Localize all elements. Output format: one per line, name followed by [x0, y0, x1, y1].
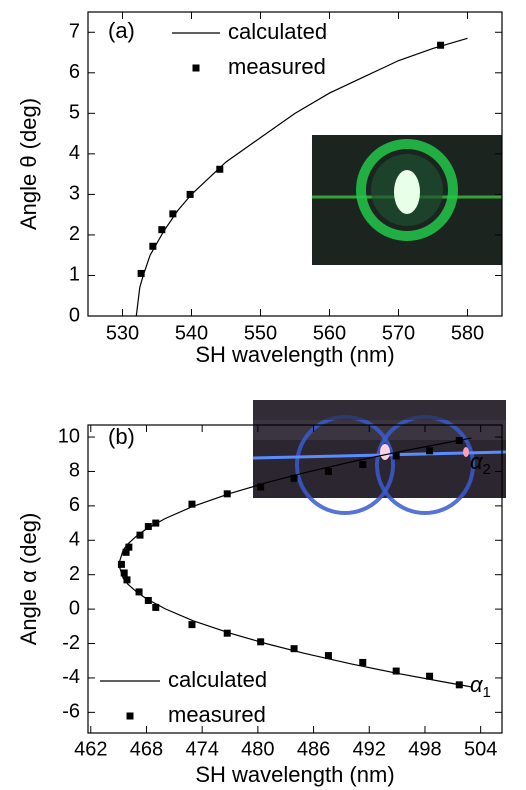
measured-point [455, 436, 463, 444]
y-axis-title: Angle θ (deg) [16, 98, 41, 230]
x-tick-label: 474 [185, 738, 218, 760]
plot-frame [87, 11, 503, 317]
measured-point [135, 588, 143, 596]
measured-point [188, 621, 196, 629]
legend-marker [192, 64, 200, 72]
legend-label: measured [168, 702, 266, 727]
x-tick-label: 504 [464, 738, 497, 760]
measured-point [290, 645, 298, 653]
curve-label-symbol: α [470, 449, 484, 474]
y-tick-label: 6 [69, 61, 80, 83]
measured-point [152, 519, 160, 527]
legend-label: calculated [168, 667, 267, 692]
measured-point [137, 269, 145, 277]
x-axis-title: SH wavelength (nm) [195, 342, 394, 367]
measured-point [392, 667, 400, 675]
x-tick-label: 498 [408, 738, 441, 760]
measured-point [136, 531, 144, 539]
measured-point [290, 474, 298, 482]
y-tick-label: -4 [62, 666, 80, 688]
measured-point [123, 576, 131, 584]
measured-point [125, 543, 133, 551]
panel-label: (a) [108, 18, 135, 43]
measured-point [122, 548, 130, 556]
plot-frame [87, 424, 503, 734]
x-tick-label: 530 [106, 322, 139, 344]
x-tick-label: 560 [313, 322, 346, 344]
curve-label-symbol: α [470, 672, 484, 697]
measured-point [120, 569, 128, 577]
x-tick-label: 468 [130, 738, 163, 760]
y-tick-label: 0 [69, 304, 80, 326]
curve-label: α1 [470, 672, 491, 701]
legend-marker [126, 712, 134, 720]
measured-point [359, 658, 367, 666]
measured-point [426, 672, 434, 680]
measured-point [257, 638, 265, 646]
x-axis-title: SH wavelength (nm) [195, 762, 394, 787]
inset-photo-a [312, 135, 502, 265]
legend-label: calculated [228, 19, 327, 44]
measured-point [149, 242, 157, 250]
y-tick-label: 6 [69, 494, 80, 516]
measured-point [158, 226, 166, 234]
y-tick-label: 4 [69, 142, 80, 164]
calculated-curve [135, 37, 468, 316]
curve-label-sub: 2 [483, 461, 491, 478]
measured-point [169, 210, 177, 218]
y-tick-label: 5 [69, 102, 80, 124]
measured-point [144, 597, 152, 605]
y-tick-label: 8 [69, 460, 80, 482]
measured-point [223, 490, 231, 498]
x-tick-label: 462 [74, 738, 107, 760]
measured-point [324, 467, 332, 475]
y-tick-label: 2 [69, 223, 80, 245]
x-tick-label: 580 [451, 322, 484, 344]
measured-point [455, 681, 463, 689]
measured-point [186, 190, 194, 198]
measured-point [359, 461, 367, 469]
curve-label-sub: 1 [483, 684, 491, 701]
calculated-curve [118, 437, 472, 688]
measured-point [117, 560, 125, 568]
panel-label: (b) [108, 424, 135, 449]
y-tick-label: 4 [69, 529, 80, 551]
x-tick-label: 492 [353, 738, 386, 760]
y-tick-label: 3 [69, 183, 80, 205]
y-tick-label: -2 [62, 632, 80, 654]
inset-photo-b [252, 400, 507, 515]
curve-label: α2 [470, 449, 491, 478]
y-tick-label: 10 [58, 425, 80, 447]
y-tick-label: 7 [69, 21, 80, 43]
y-tick-label: 1 [69, 264, 80, 286]
x-tick-label: 540 [175, 322, 208, 344]
measured-point [216, 165, 224, 173]
y-tick-label: -6 [62, 701, 80, 723]
measured-point [324, 652, 332, 660]
x-tick-label: 570 [382, 322, 415, 344]
y-tick-label: 2 [69, 563, 80, 585]
measured-point [257, 483, 265, 491]
measured-point [426, 447, 434, 455]
x-tick-label: 480 [241, 738, 274, 760]
measured-point [223, 629, 231, 637]
x-tick-label: 486 [297, 738, 330, 760]
x-tick-label: 550 [244, 322, 277, 344]
measured-point [437, 41, 445, 49]
measured-point [392, 452, 400, 460]
measured-point [152, 603, 160, 611]
y-axis-title: Angle α (deg) [16, 513, 41, 646]
measured-point [144, 523, 152, 531]
y-tick-label: 0 [69, 597, 80, 619]
measured-point [188, 500, 196, 508]
legend-label: measured [228, 54, 326, 79]
